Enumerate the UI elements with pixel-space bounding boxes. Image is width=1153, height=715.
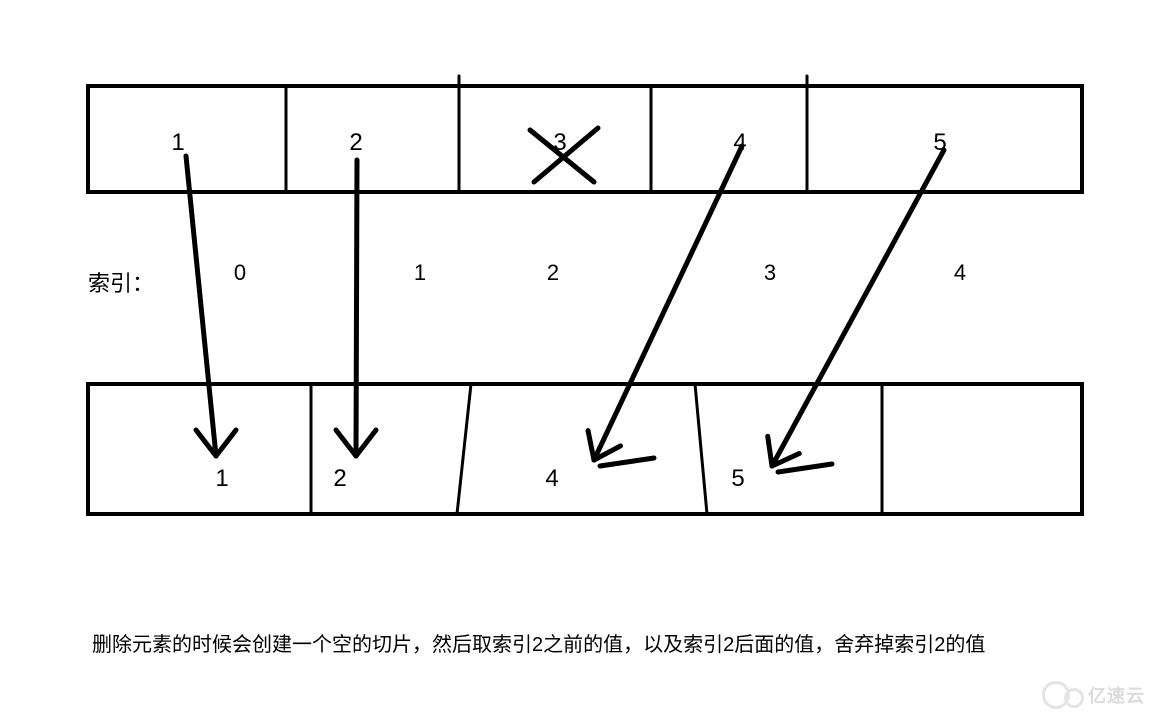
bottom-value: 4 (545, 465, 558, 492)
bottom-divider (457, 384, 471, 514)
bottom-value: 1 (215, 465, 228, 492)
index-value: 4 (954, 260, 966, 285)
mapping-arrow (772, 150, 944, 466)
arrow-head (216, 430, 236, 456)
mapping-arrow (356, 160, 357, 456)
index-label: 索引： (88, 266, 154, 298)
bottom-array-box (88, 384, 1082, 514)
diagram-canvas: 12345012341245 (0, 0, 1153, 715)
bottom-value: 2 (333, 465, 346, 492)
arrow-head (356, 430, 376, 456)
index-value: 0 (234, 260, 246, 285)
bottom-value: 5 (731, 465, 744, 492)
arrow-head (336, 430, 356, 456)
arrow-head (778, 464, 832, 472)
watermark: 亿速云 (1042, 681, 1145, 709)
index-value: 2 (547, 260, 559, 285)
index-value: 1 (414, 260, 426, 285)
arrow-head (588, 431, 594, 460)
bottom-divider (695, 384, 707, 514)
mapping-arrow (186, 156, 216, 456)
index-value: 3 (764, 260, 776, 285)
watermark-text: 亿速云 (1088, 682, 1145, 708)
arrow-head (600, 458, 654, 466)
caption-text: 删除元素的时候会创建一个空的切片，然后取索引2之前的值，以及索引2后面的值，舍弃… (92, 628, 985, 657)
arrow-head (768, 436, 772, 466)
top-value: 1 (171, 129, 184, 156)
top-value: 2 (349, 129, 362, 156)
